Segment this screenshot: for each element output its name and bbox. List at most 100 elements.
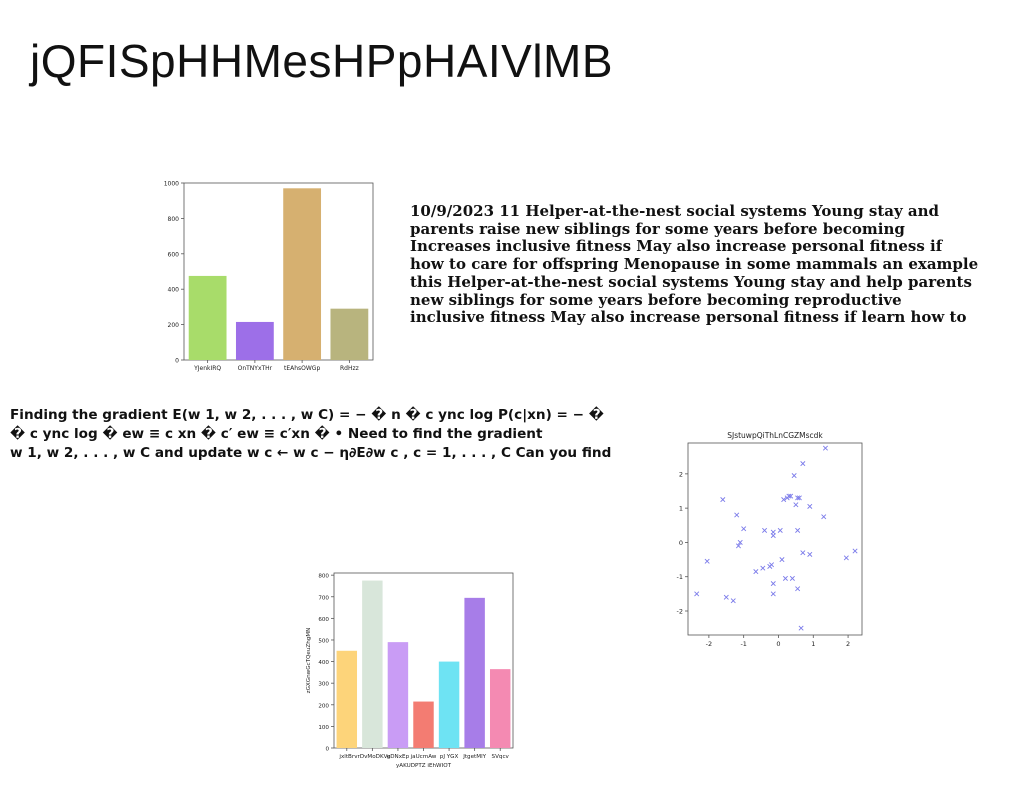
- scatter-point: [760, 565, 766, 571]
- y-tick-label: 0: [325, 747, 329, 753]
- right-text-block: 10/9/2023 11 Helper-at-the-nest social s…: [410, 202, 1022, 327]
- bar: [489, 669, 511, 748]
- left-text-block: Finding the gradient E(w 1, w 2, . . . ,…: [10, 406, 612, 463]
- x-tick-label: -2: [706, 640, 712, 648]
- scatter-point: [798, 625, 804, 631]
- y-tick-label: 400: [168, 287, 180, 294]
- y-tick-label: -2: [677, 608, 683, 616]
- text-line: how to care for offspring Menopause in s…: [410, 255, 979, 274]
- scatter-point: [800, 461, 806, 467]
- scatter-point: [704, 558, 710, 564]
- y-tick-label: 2: [679, 470, 683, 478]
- bar-chart-bottom: 0 100 200 300 400 500 600 700 800 jxltBr vrDvMoDKV…: [306, 572, 514, 769]
- y-tick-label: 1000: [164, 181, 179, 188]
- bar: [283, 188, 322, 360]
- text-line: parents raise new siblings for some year…: [410, 219, 905, 238]
- scatter-point: [852, 548, 858, 554]
- scatter-point: [796, 495, 802, 501]
- x-axis-label: yAKUDPTZ iEhWIOT: [396, 763, 452, 769]
- scatter-point: [723, 594, 729, 600]
- y-tick-label: 100: [318, 725, 329, 731]
- scatter-point: [777, 527, 783, 533]
- scatter-point: [737, 539, 743, 545]
- bar: [235, 321, 274, 360]
- y-tick-label: 800: [318, 574, 329, 580]
- x-tick-label: RdHzz: [340, 365, 359, 372]
- scatter-point: [694, 591, 700, 597]
- scatter-point: [795, 495, 801, 501]
- scatter-point: [807, 551, 813, 557]
- y-tick-label: 700: [318, 595, 329, 601]
- scatter-point: [779, 557, 785, 563]
- scatter-point: [734, 512, 740, 518]
- scatter-point: [781, 497, 787, 503]
- x-tick-label: JtgetMlY: [462, 754, 486, 760]
- plot-frame: [687, 442, 863, 636]
- x-tick-label: YJenkIRQ: [193, 365, 221, 372]
- bar-chart-top-left: 0 200 400 600 800 1000 YJenkIRQ OnTNYxTHr tEAhsO…: [164, 181, 374, 372]
- slide-title: jQFISpHHMesHPpHAIVlMB: [30, 35, 614, 87]
- x-tick-label: vrDvMoDKVe: [354, 754, 391, 760]
- text-line: new siblings for some years before becom…: [410, 290, 902, 309]
- scatter-point: [793, 502, 799, 508]
- x-tick-label: 1: [811, 640, 815, 648]
- bar: [362, 580, 383, 748]
- x-tick-label: SVqcv: [492, 754, 510, 760]
- y-axis-label: zGXGnwGcTQeuZhgMN: [306, 628, 312, 694]
- scatter-point: [822, 445, 828, 451]
- y-tick-label: 600: [168, 251, 180, 258]
- scatter-point: [720, 497, 726, 503]
- bar: [387, 642, 409, 748]
- scatter-point: [762, 527, 768, 533]
- bar: [188, 275, 227, 360]
- x-tick-label: jxltBr: [338, 754, 354, 760]
- y-tick-label: 1: [679, 505, 683, 513]
- bar: [464, 597, 485, 748]
- scatter-point: [770, 581, 776, 587]
- bar: [438, 661, 460, 748]
- x-tick-label: 2: [846, 640, 850, 648]
- x-tick-label: OnTNYxTHr: [238, 365, 273, 372]
- scatter-point: [770, 529, 776, 535]
- text-line: Increases inclusive fitness May also inc…: [410, 237, 943, 256]
- scatter-point: [795, 527, 801, 533]
- x-tick-label: tEAhsOWGp: [284, 365, 320, 372]
- scatter-point: [807, 503, 813, 509]
- scatter-point: [753, 569, 759, 575]
- y-tick-label: 500: [318, 638, 329, 644]
- scatter-point: [795, 586, 801, 592]
- scatter-point: [800, 550, 806, 556]
- text-line: 10/9/2023 11 Helper-at-the-nest social s…: [410, 202, 940, 220]
- y-tick-label: 600: [318, 617, 329, 623]
- bar: [330, 308, 369, 360]
- y-tick-label: -1: [677, 573, 683, 581]
- x-tick-label: 0: [776, 640, 780, 648]
- bar: [413, 701, 434, 748]
- y-tick-label: 200: [168, 322, 180, 329]
- scatter-point: [735, 543, 741, 549]
- text-line: this Helper-at-the-nest social systems Y…: [410, 272, 972, 291]
- scatter-point: [782, 575, 788, 581]
- x-tick-label: gDNxEp: [387, 754, 410, 760]
- scatter-point: [843, 555, 849, 561]
- y-tick-label: 800: [168, 216, 180, 223]
- plot-frame: [183, 182, 374, 361]
- bar: [336, 650, 358, 748]
- text-line: � c ync log � ew ≡ c xn � c′ ew ≡ c′xn �…: [10, 426, 543, 442]
- scatter-point: [770, 591, 776, 597]
- scatter-point: [788, 493, 794, 499]
- y-tick-label: 300: [318, 682, 329, 688]
- x-tick-label: jaUcmAw: [410, 754, 437, 760]
- text-line: w 1, w 2, . . . , w C and update w c ← w…: [10, 445, 612, 461]
- text-line: inclusive fitness May also increase pers…: [410, 308, 967, 327]
- scatter-point: [791, 473, 797, 479]
- text-line: Finding the gradient E(w 1, w 2, . . . ,…: [10, 407, 604, 423]
- x-tick-label: pJ YGX: [440, 754, 459, 760]
- scatter-point: [789, 575, 795, 581]
- scatter-point: [730, 598, 736, 604]
- scatter-point: [769, 562, 775, 568]
- scatter-chart-right: SJstuwpQiThLnCGZMscdk -2 -1 0 1 2 -2 -1 0 1 2: [677, 431, 863, 648]
- y-tick-label: 0: [679, 539, 683, 547]
- chart-title: SJstuwpQiThLnCGZMscdk: [727, 431, 823, 440]
- y-tick-label: 200: [318, 703, 329, 709]
